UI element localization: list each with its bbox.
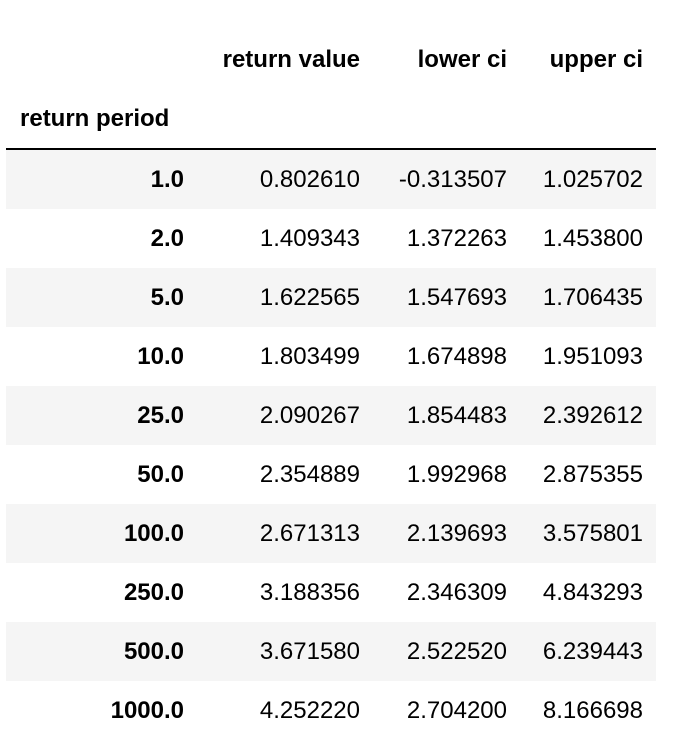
table-row: 250.0 3.188356 2.346309 4.843293 bbox=[6, 563, 656, 622]
row-index-cell: 100.0 bbox=[123, 520, 184, 547]
table-row: 1.0 0.802610 -0.313507 1.025702 bbox=[6, 150, 656, 209]
upper-ci-cell: 6.239443 bbox=[542, 638, 643, 665]
upper-ci-cell: 1.706435 bbox=[542, 284, 643, 311]
return-value-cell: 3.188356 bbox=[259, 579, 360, 606]
index-name-row: return period bbox=[6, 89, 656, 148]
upper-ci-cell: 3.575801 bbox=[542, 520, 643, 547]
table-row: 25.0 2.090267 1.854483 2.392612 bbox=[6, 386, 656, 445]
return-value-cell: 1.622565 bbox=[259, 284, 360, 311]
upper-ci-cell: 1.453800 bbox=[542, 225, 643, 252]
return-value-cell: 0.802610 bbox=[259, 166, 360, 193]
table-row: 2.0 1.409343 1.372263 1.453800 bbox=[6, 209, 656, 268]
dataframe-table: return value lower ci upper ci return pe… bbox=[6, 30, 656, 740]
return-value-cell: 1.409343 bbox=[259, 225, 360, 252]
row-index-cell: 2.0 bbox=[150, 225, 184, 252]
lower-ci-cell: 2.704200 bbox=[406, 697, 507, 724]
row-index-cell: 25.0 bbox=[137, 402, 184, 429]
return-value-cell: 3.671580 bbox=[259, 638, 360, 665]
row-index-cell: 1000.0 bbox=[110, 697, 184, 724]
column-header-return-value: return value bbox=[222, 46, 360, 73]
lower-ci-cell: 2.522520 bbox=[406, 638, 507, 665]
row-index-cell: 10.0 bbox=[137, 343, 184, 370]
column-header-upper-ci: upper ci bbox=[549, 46, 643, 73]
upper-ci-cell: 2.875355 bbox=[542, 461, 643, 488]
return-value-cell: 1.803499 bbox=[259, 343, 360, 370]
row-index-cell: 500.0 bbox=[123, 638, 184, 665]
upper-ci-cell: 1.951093 bbox=[542, 343, 643, 370]
lower-ci-cell: 1.992968 bbox=[406, 461, 507, 488]
column-header-row: return value lower ci upper ci bbox=[6, 30, 656, 89]
upper-ci-cell: 1.025702 bbox=[542, 166, 643, 193]
lower-ci-cell: 1.547693 bbox=[406, 284, 507, 311]
return-value-cell: 2.090267 bbox=[259, 402, 360, 429]
table-row: 5.0 1.622565 1.547693 1.706435 bbox=[6, 268, 656, 327]
table-row: 100.0 2.671313 2.139693 3.575801 bbox=[6, 504, 656, 563]
return-value-cell: 2.354889 bbox=[259, 461, 360, 488]
table-row: 50.0 2.354889 1.992968 2.875355 bbox=[6, 445, 656, 504]
index-name-label: return period bbox=[20, 105, 170, 132]
table-body: 1.0 0.802610 -0.313507 1.025702 2.0 1.409343 1… bbox=[6, 150, 656, 740]
row-index-cell: 1.0 bbox=[150, 166, 184, 193]
upper-ci-cell: 4.843293 bbox=[542, 579, 643, 606]
upper-ci-cell: 2.392612 bbox=[542, 402, 643, 429]
lower-ci-cell: 1.854483 bbox=[406, 402, 507, 429]
header-divider bbox=[6, 148, 656, 150]
upper-ci-cell: 8.166698 bbox=[542, 697, 643, 724]
lower-ci-cell: 1.372263 bbox=[406, 225, 507, 252]
table-row: 500.0 3.671580 2.522520 6.239443 bbox=[6, 622, 656, 681]
table-row: 10.0 1.803499 1.674898 1.951093 bbox=[6, 327, 656, 386]
lower-ci-cell: 2.346309 bbox=[406, 579, 507, 606]
lower-ci-cell: 1.674898 bbox=[406, 343, 507, 370]
column-header-lower-ci: lower ci bbox=[417, 46, 507, 73]
return-value-cell: 4.252220 bbox=[259, 697, 360, 724]
lower-ci-cell: 2.139693 bbox=[406, 520, 507, 547]
return-value-cell: 2.671313 bbox=[259, 520, 360, 547]
lower-ci-cell: -0.313507 bbox=[398, 166, 507, 193]
row-index-cell: 50.0 bbox=[137, 461, 184, 488]
row-index-cell: 5.0 bbox=[150, 284, 184, 311]
table-row: 1000.0 4.252220 2.704200 8.166698 bbox=[6, 681, 656, 740]
row-index-cell: 250.0 bbox=[123, 579, 184, 606]
